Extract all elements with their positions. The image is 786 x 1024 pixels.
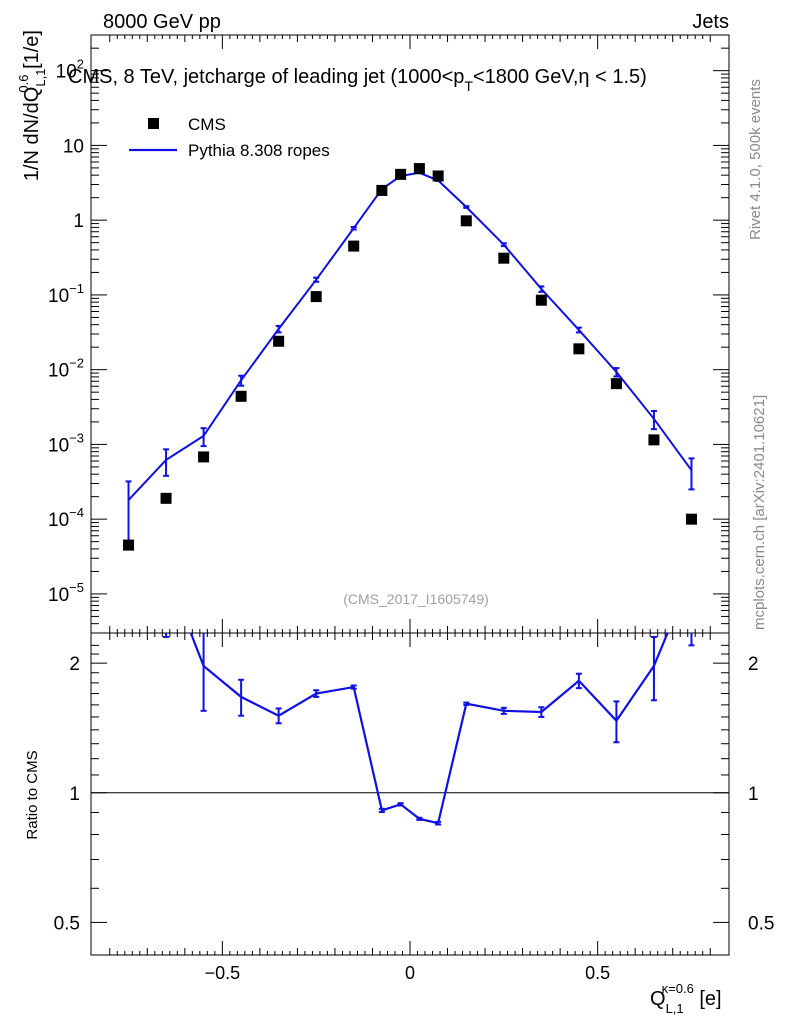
y-tick-label: 10−3 — [48, 430, 84, 456]
ylabel-part-post: [1/e] — [21, 30, 43, 74]
cms-data-point — [123, 539, 135, 551]
ratio-y-tick-label-left: 1 — [69, 784, 80, 805]
main-panel-frame — [90, 34, 730, 634]
cms-data-point — [310, 291, 322, 303]
rivet-label: Rivet 4.1.0, 500k events — [747, 79, 764, 240]
cms-data-point — [573, 343, 585, 355]
ratio-y-tick-label-right: 1 — [748, 784, 759, 805]
y-tick-label: 10−2 — [48, 356, 84, 382]
title-part-eta: η — [578, 66, 589, 88]
legend-cms-label: CMS — [188, 115, 226, 134]
x-axis-label: QL,1 κ=0.6 [e] — [650, 981, 722, 1016]
xlabel-part-pre: Q — [650, 988, 666, 1010]
category-label: Jets — [692, 11, 729, 33]
y-tick-label: 102 — [56, 57, 84, 83]
title-part-sub: T — [464, 78, 473, 94]
x-tick-label: −0.5 — [205, 963, 241, 983]
ratio-y-tick-label-left: 2 — [69, 654, 80, 675]
title-part-pre: CMS, 8 TeV, jetcharge of leading jet (10… — [68, 66, 464, 88]
main-panel-marks — [123, 163, 697, 551]
legend: CMS Pythia 8.308 ropes — [129, 115, 330, 160]
y-tick-label: 1 — [73, 211, 84, 232]
cms-data-point — [648, 434, 660, 446]
axis-ticks: −0.5 0 0.5 102 10 1 10−1 10−2 10−3 10−4 10−5 0.5 0.5… — [48, 34, 774, 983]
y-tick-label: 10−1 — [48, 281, 84, 307]
ratio-y-tick-label-left: 0.5 — [54, 913, 80, 934]
mcplots-label: mcplots.cern.ch [arXiv:2401.10621] — [751, 395, 768, 630]
y-tick-label: 10−4 — [48, 505, 84, 531]
title-part-post: < 1.5) — [590, 66, 647, 88]
xlabel-part-sup: κ=0.6 — [662, 981, 694, 996]
cms-data-point — [395, 168, 407, 180]
mc-series-line — [127, 171, 693, 501]
cms-data-point — [376, 184, 388, 196]
cms-data-point — [460, 215, 472, 227]
ratio-panel-marks — [91, 633, 729, 826]
ratio-y-tick-label-right: 0.5 — [748, 913, 774, 934]
legend-mc-label: Pythia 8.308 ropes — [188, 141, 330, 160]
x-tick-label: 0 — [405, 963, 415, 983]
cms-data-point — [498, 252, 510, 264]
cms-data-point — [348, 240, 360, 252]
ratio-series-line — [189, 633, 669, 825]
xlabel-part-post: [e] — [694, 988, 722, 1010]
cms-data-point — [535, 294, 547, 306]
ratio-y-tick-label-right: 2 — [748, 654, 759, 675]
cms-data-point — [432, 170, 444, 182]
cms-data-point — [273, 335, 285, 347]
ratio-y-axis-label: Ratio to CMS — [24, 750, 41, 839]
energy-label: 8000 GeV pp — [103, 11, 221, 33]
title-part-mid: <1800 GeV, — [473, 66, 578, 88]
legend-cms-marker — [148, 118, 159, 129]
plot-title: CMS, 8 TeV, jetcharge of leading jet (10… — [68, 66, 647, 94]
ylabel-part-pre: 1/N dN/dQ — [21, 87, 43, 181]
y-tick-label: 10−5 — [48, 580, 84, 606]
ylabel-part-sup: 0.6 — [16, 74, 31, 92]
y-tick-label: 10 — [63, 136, 84, 157]
cms-data-point — [685, 513, 697, 525]
ylabel-part-sub: L,1 — [33, 69, 48, 87]
cms-data-point — [198, 451, 210, 463]
cms-data-point — [235, 390, 247, 402]
cms-data-point — [413, 163, 425, 175]
xlabel-part-sub: L,1 — [666, 1001, 684, 1016]
axes-frames — [90, 34, 730, 956]
ratio-panel-frame — [90, 632, 730, 956]
cms-data-point — [610, 378, 622, 390]
main-y-axis-label: 1/N dN/dQL,10.6 [1/e] — [16, 30, 48, 181]
analysis-annotation: (CMS_2017_I1605749) — [343, 591, 489, 607]
cms-data-point — [160, 492, 172, 504]
x-tick-label: 0.5 — [585, 963, 610, 983]
